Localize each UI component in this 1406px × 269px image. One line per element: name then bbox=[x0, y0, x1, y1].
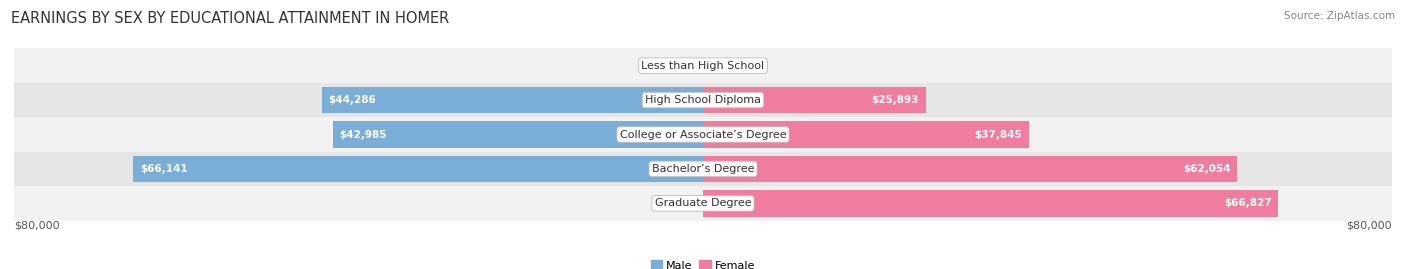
Text: $0: $0 bbox=[685, 198, 697, 208]
Legend: Male, Female: Male, Female bbox=[647, 256, 759, 269]
Text: EARNINGS BY SEX BY EDUCATIONAL ATTAINMENT IN HOMER: EARNINGS BY SEX BY EDUCATIONAL ATTAINMEN… bbox=[11, 11, 450, 26]
Text: $25,893: $25,893 bbox=[872, 95, 920, 105]
Text: Graduate Degree: Graduate Degree bbox=[655, 198, 751, 208]
Bar bbox=[333, 121, 703, 148]
Text: $42,985: $42,985 bbox=[340, 129, 387, 140]
Text: $66,141: $66,141 bbox=[141, 164, 188, 174]
Text: $66,827: $66,827 bbox=[1225, 198, 1271, 208]
Bar bbox=[322, 87, 703, 114]
Text: $0: $0 bbox=[685, 61, 697, 71]
Bar bbox=[703, 190, 1278, 217]
Text: Bachelor’s Degree: Bachelor’s Degree bbox=[652, 164, 754, 174]
Text: High School Diploma: High School Diploma bbox=[645, 95, 761, 105]
Bar bbox=[134, 155, 703, 182]
Text: $80,000: $80,000 bbox=[14, 221, 59, 231]
Text: College or Associate’s Degree: College or Associate’s Degree bbox=[620, 129, 786, 140]
Bar bbox=[703, 87, 927, 114]
Text: Less than High School: Less than High School bbox=[641, 61, 765, 71]
Text: $62,054: $62,054 bbox=[1182, 164, 1230, 174]
Text: $80,000: $80,000 bbox=[1347, 221, 1392, 231]
Bar bbox=[14, 186, 1392, 221]
Bar bbox=[14, 152, 1392, 186]
Bar bbox=[14, 83, 1392, 117]
Bar bbox=[14, 48, 1392, 83]
Text: Source: ZipAtlas.com: Source: ZipAtlas.com bbox=[1284, 11, 1395, 21]
Text: $0: $0 bbox=[709, 61, 721, 71]
Bar bbox=[703, 155, 1237, 182]
Bar bbox=[14, 117, 1392, 152]
Bar bbox=[703, 121, 1029, 148]
Text: $37,845: $37,845 bbox=[974, 129, 1022, 140]
Text: $44,286: $44,286 bbox=[329, 95, 377, 105]
